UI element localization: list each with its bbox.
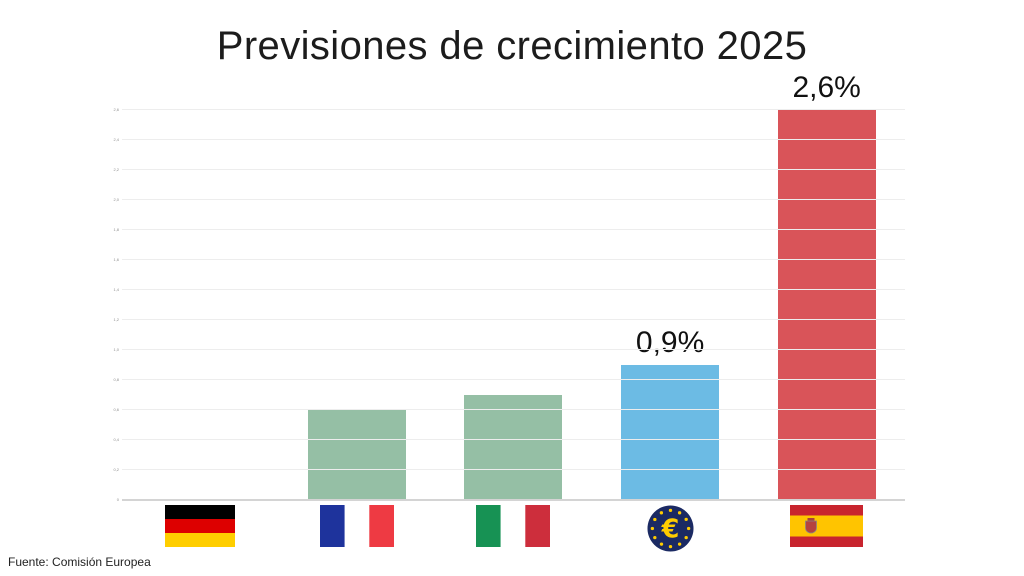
gridline [122, 319, 905, 320]
gridline [122, 259, 905, 260]
gridline [122, 139, 905, 140]
y-tick-label: 0,4 [113, 437, 119, 442]
y-tick-label: 1,8 [113, 227, 119, 233]
flag-france-icon [319, 505, 395, 553]
svg-text:€: € [660, 514, 679, 544]
y-tick-label: 0,6 [113, 407, 119, 412]
y-tick-label: 2,0 [113, 197, 119, 202]
gridline [122, 379, 905, 380]
bar-value-label-spain: 2,6% [792, 71, 861, 104]
y-tick-label: 1,2 [113, 317, 119, 322]
source-note: Fuente: Comisión Europea [8, 555, 151, 569]
bar-eurozone [621, 365, 720, 500]
bar-spain [777, 110, 876, 500]
flag-spain-icon [789, 505, 865, 553]
x-axis-line [122, 499, 905, 501]
gridline [122, 289, 905, 290]
gridline [122, 229, 905, 231]
gridline [122, 169, 905, 170]
y-tick-label: 1,4 [113, 287, 119, 292]
gridline [122, 109, 905, 110]
y-tick-label: 2,6 [113, 107, 119, 112]
gridline [122, 199, 905, 200]
bar-column-france [279, 110, 436, 547]
bar-italy [464, 395, 563, 500]
y-tick-label: 0 [116, 497, 119, 502]
y-tick-label: 1,0 [113, 347, 119, 352]
y-tick-label: 0,2 [113, 467, 119, 472]
gridline [122, 349, 905, 350]
y-tick-label: 2,2 [113, 167, 119, 172]
bar-column-spain: 2,6% [748, 73, 905, 547]
flag-germany-icon [162, 505, 238, 553]
chart-title: Previsiones de crecimiento 2025 [216, 24, 808, 68]
y-tick-label: 0,8 [113, 377, 119, 382]
plot-area: 0,9% €2,6% 0 0,2 0,4 0,6 0,8 1,0 1,2 1,4 1,6 1,8 2,… [113, 73, 905, 552]
gridline [122, 439, 905, 440]
y-tick-label: 1,6 [113, 257, 119, 262]
flag-italy-icon [475, 505, 551, 553]
gridline [122, 409, 905, 410]
gridline [122, 469, 905, 470]
bar-column-italy [435, 110, 592, 547]
bar-column-germany [122, 110, 279, 547]
bar-columns: 0,9% €2,6% [122, 73, 905, 552]
bar-value-label-eurozone: 0,9% [635, 326, 705, 360]
euro-badge-icon: € [632, 505, 708, 553]
bar-column-eurozone: 0,9% € [592, 110, 749, 552]
y-tick-label: 2,4 [113, 137, 119, 142]
bar-france [307, 410, 406, 500]
